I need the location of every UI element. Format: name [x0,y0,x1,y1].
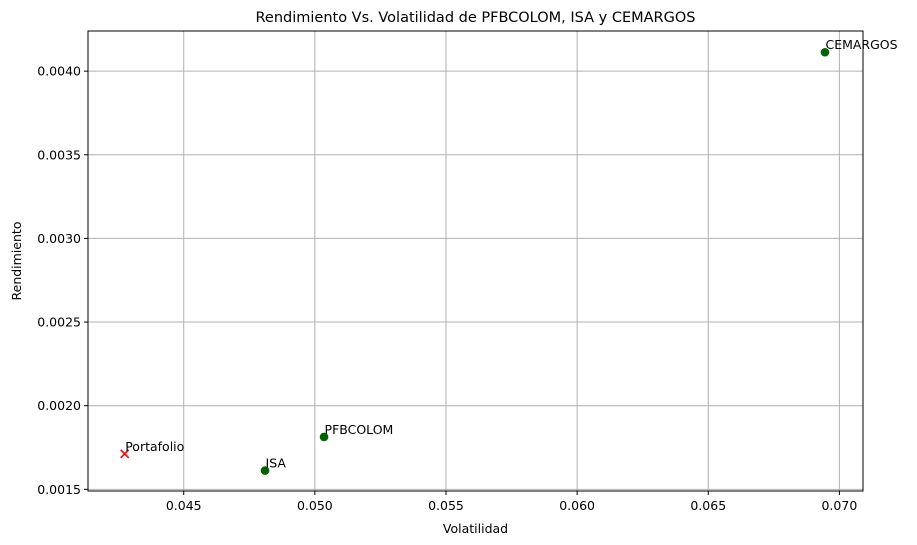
data-points: PFBCOLOM ISA CEMARGOS Portafolio [120,37,898,475]
plot-frame [87,30,864,492]
axis-ticks: 0.045 0.050 0.055 0.060 0.065 0.070 0.0015 0.00… [37,64,857,513]
grid-lines [88,31,863,491]
x-tick-label: 0.055 [428,498,464,513]
x-tick-label: 0.060 [559,498,595,513]
y-tick-label: 0.0040 [37,64,81,79]
point-label-cemargos: CEMARGOS [825,37,897,52]
x-tick-label: 0.045 [166,498,202,513]
y-tick-label: 0.0025 [37,315,81,330]
point-pfbcolom [319,432,329,442]
x-tick-label: 0.070 [821,498,857,513]
point-isa [260,466,270,475]
x-tick-label: 0.065 [690,498,726,513]
point-label-portafolio: Portafolio [125,439,184,454]
marker-stroke [120,449,130,459]
portfolio-marker [120,449,130,459]
point-label-pfbcolom: PFBCOLOM [325,422,394,437]
x-axis-label: Volatilidad [443,521,508,536]
y-tick-label: 0.0015 [37,482,81,497]
chart-title: Rendimiento Vs. Volatilidad de PFBCOLOM,… [255,10,695,26]
y-tick-label: 0.0030 [37,231,81,246]
point-cemargos [820,47,830,57]
y-tick-label: 0.0020 [37,398,81,413]
x-tick-label: 0.050 [297,498,333,513]
y-tick-label: 0.0035 [37,147,81,162]
y-axis-label: Rendimiento [9,222,24,301]
point-label-isa: ISA [266,456,287,471]
